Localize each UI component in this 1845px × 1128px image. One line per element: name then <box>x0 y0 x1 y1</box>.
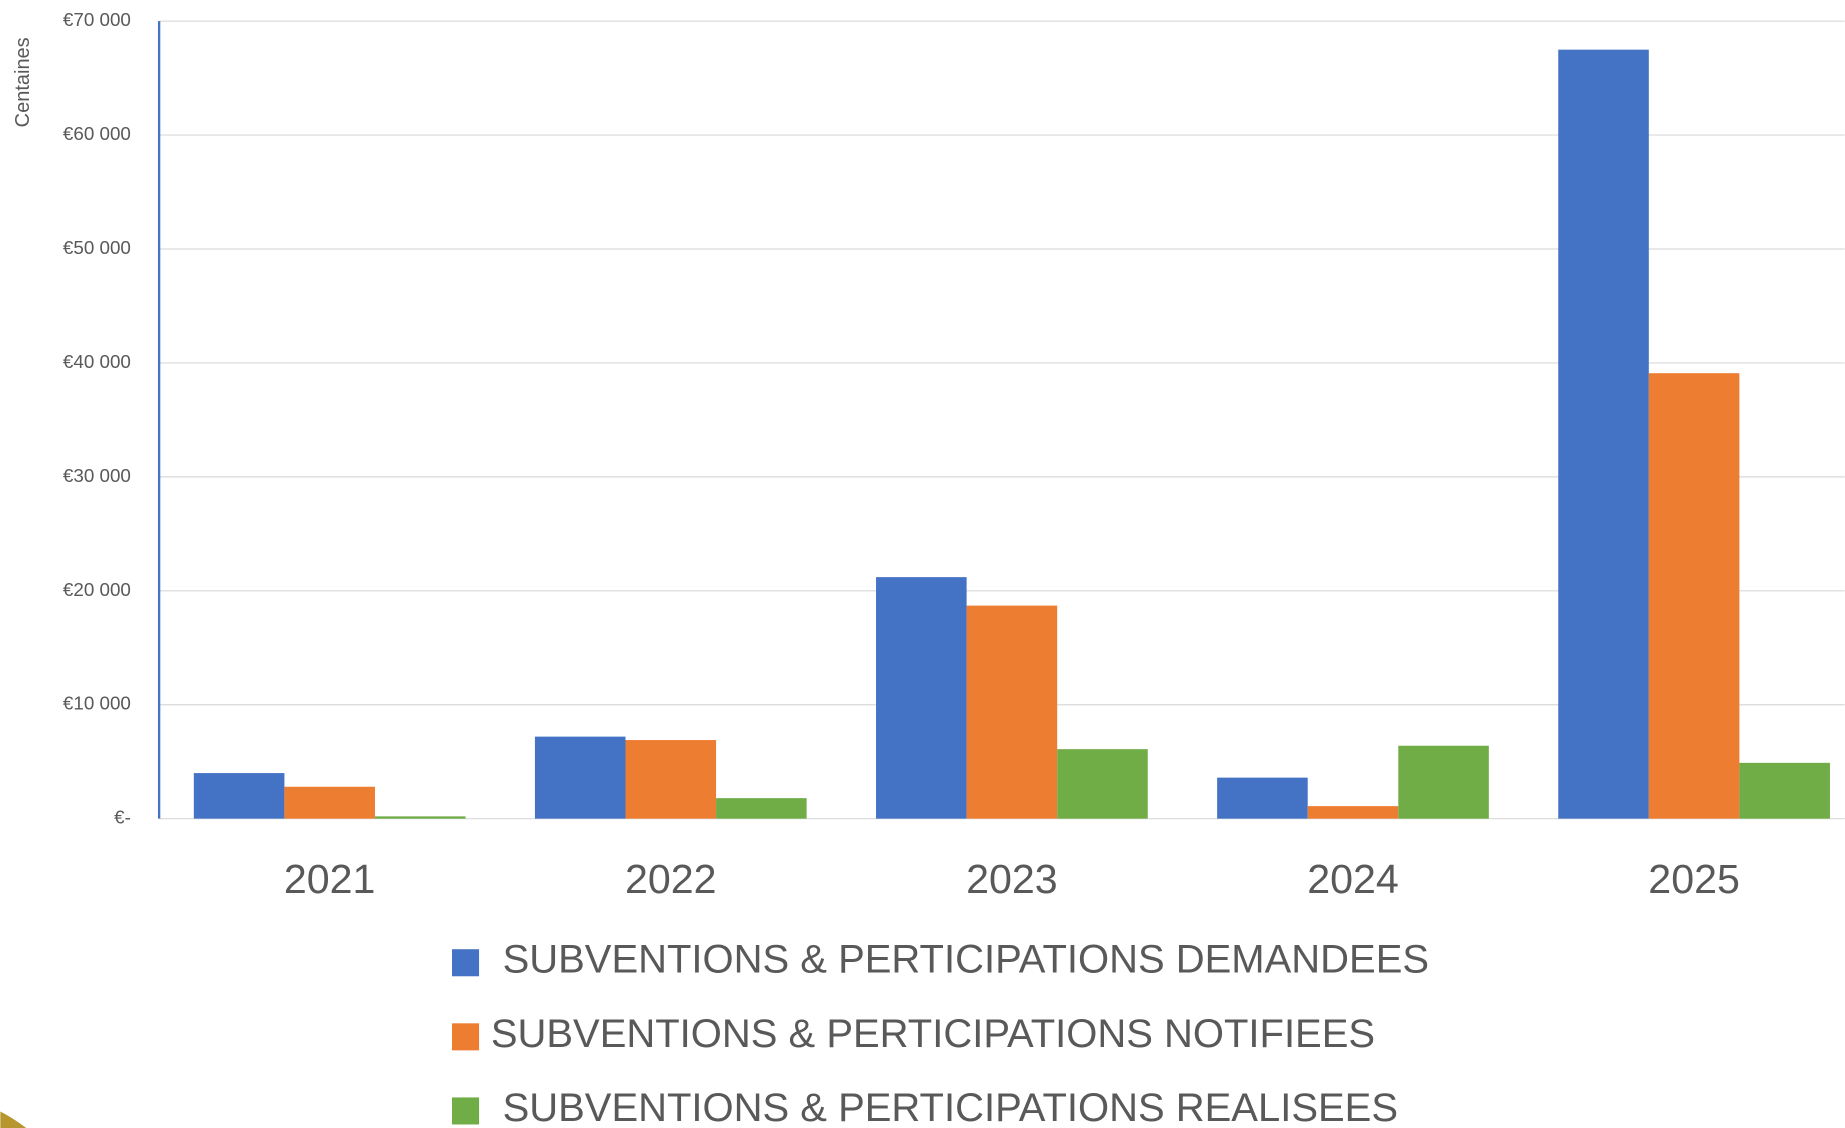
x-tick-label: 2024 <box>1307 856 1399 902</box>
bar <box>193 773 285 819</box>
bar <box>716 798 807 819</box>
bar <box>1648 373 1740 819</box>
y-tick-label: €70 000 <box>63 9 131 30</box>
y-tick-label: €40 000 <box>63 351 131 372</box>
x-tick-label: 2025 <box>1648 856 1740 902</box>
bar <box>284 786 375 819</box>
y-tick-label: €30 000 <box>63 465 131 486</box>
bar <box>876 577 967 819</box>
bar <box>625 740 717 819</box>
y-tick-label: €- <box>114 807 131 828</box>
legend-label: SUBVENTIONS & PERTICIPATIONS REALISEES <box>503 1086 1398 1128</box>
legend-label: SUBVENTIONS & PERTICIPATIONS NOTIFIEES <box>491 1012 1375 1056</box>
bar <box>534 736 626 819</box>
bar <box>1558 49 1649 819</box>
bar <box>1217 777 1308 819</box>
y-axis-label: Centaines <box>12 37 34 127</box>
bar <box>1398 745 1489 819</box>
legend-label: SUBVENTIONS & PERTICIPATIONS DEMANDEES <box>503 938 1429 982</box>
legend-swatch <box>452 949 480 977</box>
corner-decoration <box>0 1111 27 1128</box>
legend-swatch <box>452 1023 480 1051</box>
bar <box>374 816 466 819</box>
bar <box>1307 806 1399 819</box>
x-tick-label: 2023 <box>966 856 1058 902</box>
bar <box>1739 762 1830 819</box>
x-tick-label: 2022 <box>625 856 717 902</box>
bar <box>966 605 1058 819</box>
y-tick-label: €20 000 <box>63 579 131 600</box>
y-tick-label: €60 000 <box>63 123 131 144</box>
legend-swatch <box>452 1097 480 1125</box>
x-tick-label: 2021 <box>284 856 376 902</box>
y-tick-label: €10 000 <box>63 693 131 714</box>
bar <box>1057 749 1148 819</box>
y-tick-label: €50 000 <box>63 237 131 258</box>
